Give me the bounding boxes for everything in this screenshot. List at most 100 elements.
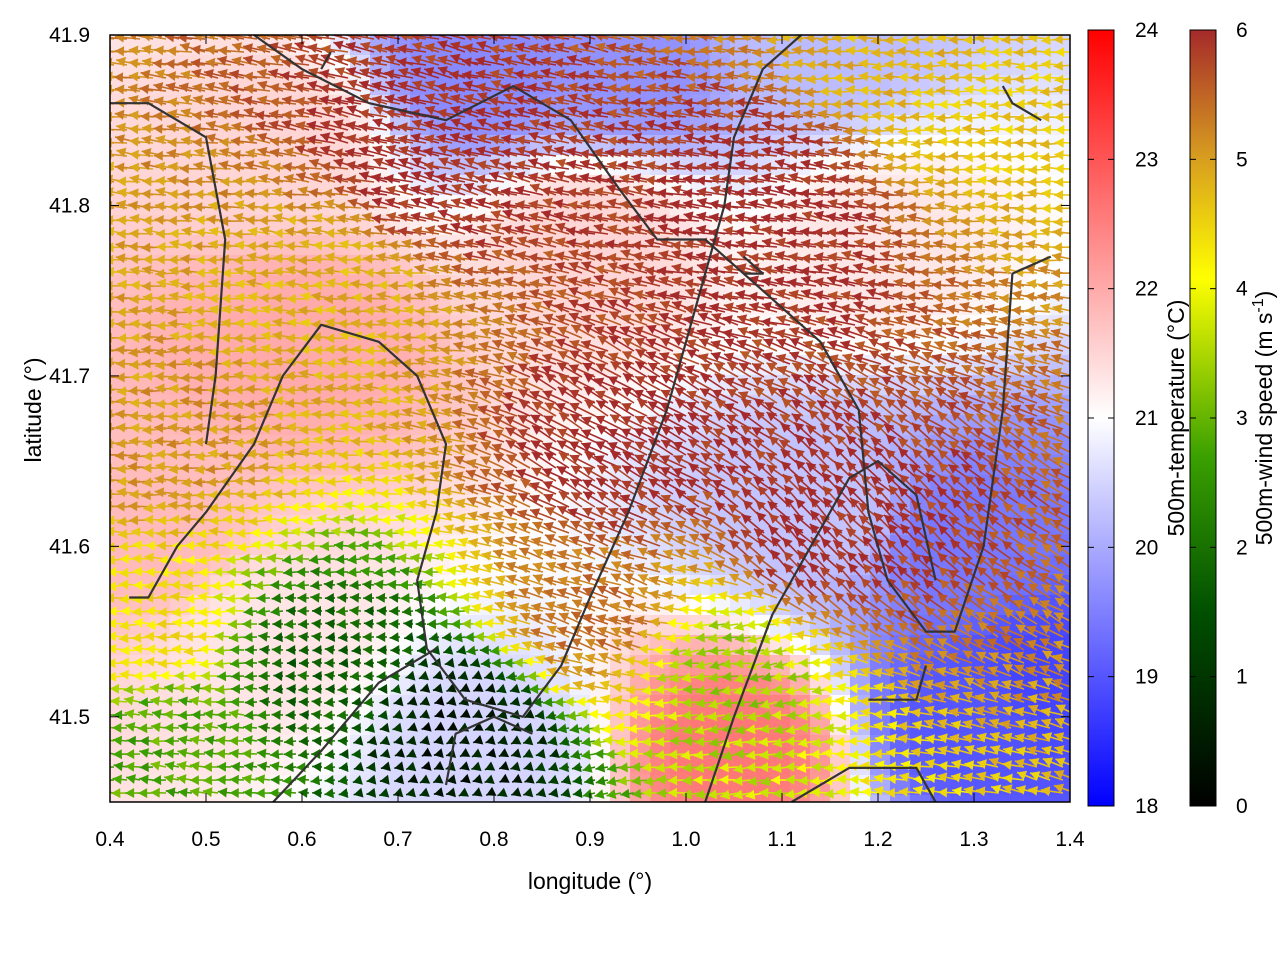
temperature-cell bbox=[310, 115, 331, 136]
wind-arrow-head bbox=[90, 149, 100, 159]
wind-arrow-head bbox=[90, 449, 99, 459]
temperature-cell bbox=[770, 795, 791, 802]
temperature-cell bbox=[510, 55, 531, 76]
temperature-cell bbox=[110, 535, 131, 556]
temperature-cell bbox=[330, 555, 351, 576]
temperature-cell bbox=[290, 235, 311, 256]
temperature-cell bbox=[990, 795, 1011, 802]
temperature-cell bbox=[490, 335, 511, 356]
wind-arrow-head bbox=[91, 164, 100, 174]
wind-arrow-head bbox=[99, 787, 109, 797]
wind-arrow-head bbox=[110, 306, 113, 317]
wind-arrow-shaft bbox=[110, 141, 128, 144]
temperature-cell bbox=[130, 795, 151, 802]
temperature-cell bbox=[230, 215, 251, 236]
wind-arrow-head bbox=[92, 305, 102, 315]
wind-arrow-head bbox=[110, 242, 114, 253]
temperature-cell bbox=[230, 615, 251, 636]
wind-arrow-head bbox=[91, 477, 100, 487]
temperature-cell bbox=[250, 795, 271, 802]
wind-arrow-head bbox=[91, 318, 101, 328]
temperature-cell bbox=[850, 795, 871, 802]
temperature-cell bbox=[190, 715, 211, 736]
wind-arrow-head bbox=[110, 489, 113, 500]
temperature-cell bbox=[370, 455, 391, 476]
temperature-cell bbox=[770, 335, 791, 356]
wind-arrow-head bbox=[89, 84, 99, 94]
temperature-cell bbox=[390, 195, 411, 216]
wind-arrow-head bbox=[89, 358, 98, 368]
wind-arrow-head bbox=[110, 201, 113, 211]
wind-arrow-head bbox=[110, 84, 113, 95]
wind-arrow-head bbox=[90, 410, 99, 420]
temperature-cell bbox=[230, 795, 251, 802]
temperature-cell bbox=[130, 755, 151, 776]
wind-arrow-head bbox=[110, 357, 113, 368]
wind-arrow-head bbox=[110, 71, 113, 82]
temperature-cell bbox=[770, 95, 791, 116]
temperature-cell bbox=[450, 795, 471, 802]
wind-arrow-head bbox=[97, 697, 106, 707]
temperature-cell bbox=[190, 795, 211, 802]
wind-arrow-head bbox=[91, 294, 100, 304]
wind-arrow-head bbox=[110, 384, 113, 395]
temperature-cell bbox=[950, 795, 971, 802]
temperature-cell bbox=[650, 795, 671, 802]
temperature-cell bbox=[470, 655, 491, 676]
temperature-cell bbox=[190, 755, 211, 776]
wind-arrow-head bbox=[110, 280, 113, 291]
wind-arrow-head bbox=[110, 174, 113, 185]
temperature-cell bbox=[450, 35, 471, 56]
temperature-cell bbox=[770, 615, 791, 636]
temperature-cell bbox=[690, 575, 711, 596]
temperature-cell bbox=[270, 795, 291, 802]
temperature-cell bbox=[210, 615, 231, 636]
temperature-cell bbox=[490, 355, 511, 376]
wind-arrow-head bbox=[90, 229, 99, 239]
temperature-cell bbox=[890, 795, 911, 802]
temperature-cell bbox=[810, 795, 831, 802]
temperature-cell bbox=[390, 795, 411, 802]
temperature-cell bbox=[450, 615, 471, 636]
wind-arrow-head bbox=[100, 748, 110, 758]
temperature-cell bbox=[470, 755, 491, 776]
temperature-cell bbox=[1050, 795, 1070, 802]
wind-arrow-head bbox=[90, 46, 99, 56]
temperature-cell bbox=[570, 795, 591, 802]
wind-arrow-head bbox=[89, 174, 99, 184]
wind-arrow-head bbox=[110, 292, 114, 302]
temperature-cell bbox=[110, 795, 131, 802]
temperature-cell bbox=[590, 795, 611, 802]
temperature-cell bbox=[170, 675, 191, 696]
temperature-cell bbox=[470, 115, 491, 136]
temperature-cell bbox=[450, 455, 471, 476]
temperature-cell bbox=[110, 55, 131, 76]
temperature-cell bbox=[130, 235, 151, 256]
temperature-cell bbox=[130, 495, 151, 516]
temperature-cell bbox=[430, 735, 451, 756]
temperature-cell bbox=[230, 715, 251, 736]
temperature-cell bbox=[210, 595, 231, 616]
wind-arrow-head bbox=[89, 31, 99, 41]
temperature-cell bbox=[250, 615, 271, 636]
wind-arrow-head bbox=[94, 605, 104, 615]
temperature-cell bbox=[290, 555, 311, 576]
wind-arrow-head bbox=[110, 57, 113, 68]
temperature-cell bbox=[490, 755, 511, 776]
wind-arrow-head bbox=[91, 215, 101, 225]
temperature-cell bbox=[150, 795, 171, 802]
wind-arrow-head bbox=[94, 567, 103, 577]
temperature-cell bbox=[130, 675, 151, 696]
wind-arrow-head bbox=[89, 58, 99, 68]
wind-arrow-head bbox=[93, 632, 102, 642]
wind-arrow-head bbox=[91, 280, 101, 290]
wind-arrow-head bbox=[90, 124, 99, 134]
temperature-cell bbox=[370, 495, 391, 516]
wind-arrow-head bbox=[89, 425, 98, 435]
temperature-cell bbox=[310, 715, 331, 736]
wind-arrow-head bbox=[90, 490, 99, 500]
wind-arrow-head bbox=[91, 255, 100, 265]
temperature-cell bbox=[430, 795, 451, 802]
temperature-cell bbox=[170, 795, 191, 802]
